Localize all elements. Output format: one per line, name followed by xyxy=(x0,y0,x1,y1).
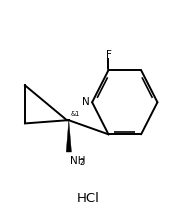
Text: NH: NH xyxy=(70,156,85,166)
Text: HCl: HCl xyxy=(77,192,100,205)
Text: &1: &1 xyxy=(71,111,80,117)
Text: 2: 2 xyxy=(80,158,84,167)
Polygon shape xyxy=(66,120,71,152)
Text: N: N xyxy=(82,97,90,107)
Text: F: F xyxy=(105,50,111,60)
